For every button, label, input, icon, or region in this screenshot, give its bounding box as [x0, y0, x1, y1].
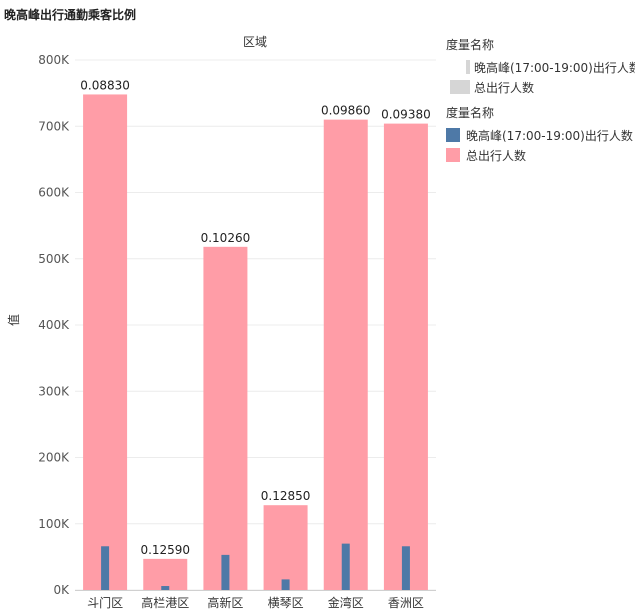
- bar-evening: [281, 579, 290, 590]
- color-legend-label: 总出行人数: [466, 148, 527, 163]
- color-swatch-evening: [446, 128, 460, 142]
- y-tick-label: 200K: [38, 451, 70, 465]
- bars: [83, 94, 428, 590]
- size-legend-label: 晚高峰(17:00-19:00)出行人数: [474, 60, 635, 75]
- color-legend-label: 晚高峰(17:00-19:00)出行人数: [466, 128, 633, 143]
- bar-total: [263, 505, 308, 590]
- size-legend-label: 总出行人数: [474, 80, 535, 95]
- x-tick-label: 香洲区: [388, 596, 424, 610]
- y-tick-label: 0K: [53, 583, 70, 597]
- color-legend: 度量名称 晚高峰(17:00-19:00)出行人数 总出行人数: [446, 104, 633, 165]
- size-swatch-small: [466, 60, 470, 74]
- y-tick-label: 300K: [38, 384, 70, 398]
- bar-total: [383, 123, 428, 590]
- grid-lines: [75, 59, 436, 591]
- color-legend-title: 度量名称: [446, 106, 495, 120]
- size-swatch-large: [450, 80, 470, 94]
- bar-total: [203, 246, 248, 590]
- axes: 0K 100K 200K 300K 400K 500K 600K 700K 800K 斗门区 高栏港…: [38, 53, 436, 610]
- bar-total: [83, 94, 128, 590]
- chart-title: 晚高峰出行通勤乘客比例: [4, 8, 137, 22]
- y-tick-label: 100K: [38, 517, 70, 531]
- data-label: 0.09860: [321, 104, 371, 118]
- y-tick-label: 500K: [38, 252, 70, 266]
- y-tick-label: 800K: [38, 53, 70, 67]
- bar-evening: [401, 546, 410, 590]
- bar-evening: [221, 554, 230, 590]
- y-tick-label: 700K: [38, 119, 70, 133]
- data-label: 0.12850: [261, 489, 311, 503]
- size-legend-title: 度量名称: [446, 38, 495, 52]
- bar-total: [143, 558, 188, 590]
- color-swatch-total: [446, 148, 460, 162]
- size-legend: 度量名称 晚高峰(17:00-19:00)出行人数 总出行人数: [446, 36, 635, 97]
- data-label: 0.09380: [381, 108, 431, 122]
- x-tick-label: 斗门区: [87, 595, 123, 610]
- data-label: 0.10260: [201, 231, 251, 245]
- bar-total: [323, 119, 368, 590]
- x-tick-label: 高栏港区: [141, 595, 189, 610]
- y-tick-label: 600K: [38, 186, 70, 200]
- bar-evening: [341, 543, 350, 590]
- y-axis-label: 值: [6, 314, 21, 326]
- x-tick-label: 横琴区: [268, 596, 304, 610]
- data-label: 0.12590: [140, 543, 190, 557]
- color-legend-item: 总出行人数: [446, 145, 633, 165]
- bar-evening: [101, 546, 110, 590]
- size-legend-item: 晚高峰(17:00-19:00)出行人数: [446, 57, 635, 77]
- color-legend-item: 晚高峰(17:00-19:00)出行人数: [446, 125, 633, 145]
- y-tick-label: 400K: [38, 318, 70, 332]
- bar-evening: [161, 586, 170, 590]
- data-labels: 0.08830 0.12590 0.10260 0.12850 0.09860 0.093…: [80, 78, 430, 556]
- data-label: 0.08830: [80, 78, 130, 92]
- x-tick-label: 高新区: [207, 595, 243, 610]
- size-legend-item: 总出行人数: [446, 77, 635, 97]
- x-header: 区域: [243, 35, 267, 49]
- x-tick-label: 金湾区: [328, 595, 364, 610]
